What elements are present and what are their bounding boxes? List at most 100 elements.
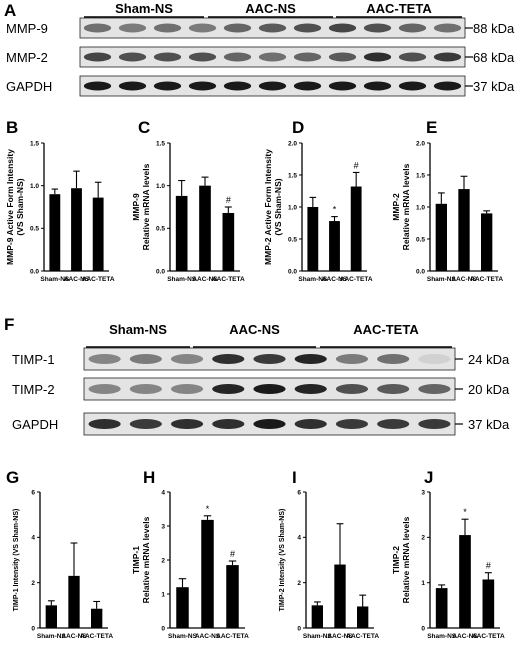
blot-band bbox=[212, 354, 245, 364]
panel-letter-i: I bbox=[292, 468, 297, 487]
x-category-label: AAC-NS bbox=[327, 633, 353, 640]
panel-letter-f: F bbox=[4, 315, 14, 334]
bar-chart-b: B 0.0 0.5 1.0 1.5 MMP-9 Active Form Intensity… bbox=[5, 118, 115, 283]
y-tick-label: 1.0 bbox=[416, 204, 425, 211]
blot-band bbox=[118, 52, 147, 62]
blot-row-label: TIMP-1 bbox=[12, 352, 55, 367]
y-tick-label: 0 bbox=[161, 625, 165, 632]
y-tick-label: 2.0 bbox=[288, 140, 297, 147]
y-tick-label: 0 bbox=[31, 625, 35, 632]
blot-row-label: GAPDH bbox=[6, 79, 52, 94]
x-category-label: AAC-TETA bbox=[80, 633, 113, 640]
blot-band bbox=[293, 52, 322, 62]
blot-band bbox=[170, 419, 204, 429]
blot-band bbox=[335, 419, 369, 429]
bar bbox=[222, 212, 235, 271]
kda-label: 37 kDa bbox=[468, 417, 510, 432]
kda-label: 20 kDa bbox=[468, 382, 510, 397]
blot-band bbox=[88, 419, 121, 429]
panel-letter-d: D bbox=[292, 118, 304, 137]
y-axis-label: TIMP-2 Intensity (VS Sham-NS) bbox=[279, 509, 286, 612]
blot-band bbox=[328, 23, 357, 33]
y-tick-label: 1.0 bbox=[288, 204, 297, 211]
bar bbox=[481, 213, 493, 271]
western-blot-a: A Sham-NS AAC-NS AAC-TETA MMP-9 88 kDa MMP-2 68… bbox=[4, 1, 515, 97]
y-axis-label-line: MMP-2 bbox=[391, 193, 401, 221]
bar bbox=[49, 194, 61, 271]
blot-band bbox=[212, 419, 245, 429]
blot-band bbox=[293, 81, 322, 91]
x-category-label: AAC-TETA bbox=[346, 633, 379, 640]
blot-band bbox=[363, 23, 392, 33]
y-tick-label: 0 bbox=[297, 625, 301, 632]
blot-band bbox=[118, 81, 147, 91]
y-axis-label: MMP-9 Active Form Intensity(VS Sham-NS) bbox=[5, 149, 25, 265]
y-axis-label-line: TIMP-1 bbox=[131, 546, 141, 574]
blot-band bbox=[129, 419, 162, 429]
bar bbox=[92, 197, 104, 271]
y-tick-label: 1.5 bbox=[416, 172, 425, 179]
y-tick-label: 1 bbox=[421, 580, 425, 587]
significance-mark: # bbox=[226, 195, 231, 205]
blot-row-label: MMP-2 bbox=[6, 50, 48, 65]
x-category-label: Sham-NS bbox=[298, 276, 328, 283]
panel-letter-a: A bbox=[4, 1, 16, 20]
y-tick-label: 2 bbox=[421, 535, 425, 542]
blot-band bbox=[253, 354, 286, 364]
blot-band bbox=[294, 354, 327, 364]
panel-letter-e: E bbox=[426, 118, 437, 137]
y-axis-label-line: Relative mRNA levels bbox=[141, 163, 151, 250]
y-tick-label: 2 bbox=[297, 580, 301, 587]
bar-chart-h: H 0 1 2 3 4 TIMP-1Relative mRNA levels Sham-NS *… bbox=[131, 468, 249, 640]
y-axis-label-line: (VS Sham-NS) bbox=[273, 178, 283, 235]
y-tick-label: 1.5 bbox=[156, 140, 165, 147]
blot-band bbox=[129, 354, 162, 364]
y-tick-label: 2.0 bbox=[416, 140, 425, 147]
blot-band bbox=[83, 23, 112, 33]
blot-band bbox=[335, 354, 369, 364]
significance-mark: * bbox=[206, 504, 210, 514]
y-tick-label: 2 bbox=[161, 557, 165, 564]
bar-chart-d: D 0.0 0.5 1.0 1.5 2.0 MMP-2 Active Form Intens… bbox=[263, 118, 373, 283]
y-axis-label-line: MMP-9 bbox=[131, 193, 141, 221]
bar-chart-c: C 0.0 0.5 1.0 1.5 MMP-9Relative mRNA levels Sh… bbox=[131, 118, 245, 283]
y-tick-label: 6 bbox=[297, 489, 301, 496]
panel-letter-b: B bbox=[6, 118, 18, 137]
bar bbox=[482, 579, 495, 628]
x-category-label: AAC-TETA bbox=[340, 276, 373, 283]
y-axis-label-line: TIMP-2 bbox=[391, 546, 401, 574]
y-axis-label: TIMP-2Relative mRNA levels bbox=[391, 516, 411, 603]
significance-mark: * bbox=[333, 205, 337, 215]
bar bbox=[459, 535, 471, 628]
blot-band bbox=[253, 419, 286, 429]
group-label-sham-ns: Sham-NS bbox=[109, 322, 167, 337]
blot-band bbox=[377, 384, 410, 394]
x-category-label: Sham-NS bbox=[427, 276, 457, 283]
significance-mark: # bbox=[230, 549, 235, 559]
bar bbox=[226, 565, 239, 628]
x-category-label: Sham-NS bbox=[40, 276, 70, 283]
y-axis-label-line: Relative mRNA levels bbox=[141, 516, 151, 603]
x-category-label: AAC-NS bbox=[451, 276, 477, 283]
blot-row-label: GAPDH bbox=[12, 417, 58, 432]
y-axis-label: TIMP-1Relative mRNA levels bbox=[131, 516, 151, 603]
blot-band bbox=[418, 354, 451, 364]
blot-band bbox=[377, 354, 410, 364]
y-tick-label: 0 bbox=[421, 625, 425, 632]
y-tick-label: 4 bbox=[31, 535, 35, 542]
bar bbox=[311, 605, 323, 628]
blot-band bbox=[188, 81, 217, 91]
y-tick-label: 1.5 bbox=[288, 172, 297, 179]
blot-band bbox=[188, 23, 217, 33]
blot-band bbox=[83, 52, 112, 62]
kda-label: 88 kDa bbox=[473, 21, 515, 36]
blot-band bbox=[223, 52, 252, 62]
y-tick-label: 1.5 bbox=[30, 140, 39, 147]
y-tick-label: 1.0 bbox=[30, 183, 39, 190]
y-tick-label: 3 bbox=[421, 489, 425, 496]
blot-band bbox=[153, 52, 182, 62]
blot-row-label: TIMP-2 bbox=[12, 382, 55, 397]
group-label-aac-ns: AAC-NS bbox=[245, 1, 296, 16]
bar bbox=[350, 186, 362, 271]
